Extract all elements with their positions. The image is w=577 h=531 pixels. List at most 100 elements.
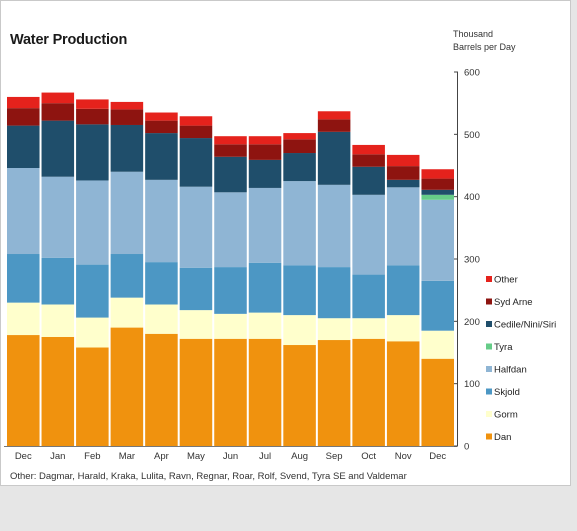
- y-tick-label: 500: [464, 130, 480, 141]
- bar-segment-cedile-nini-siri-9: [317, 131, 351, 185]
- bar-segment-skjold-6: [214, 267, 247, 314]
- y-tick-label: 400: [464, 192, 480, 203]
- bar-segment-syd-arne-9: [317, 119, 351, 132]
- bar-segment-dan-0: [7, 335, 40, 446]
- legend-swatch-halfdan: [486, 366, 492, 372]
- bar-segment-syd-arne-7: [248, 144, 282, 160]
- bar-segment-dan-4: [145, 333, 178, 446]
- x-tick-label: Feb: [84, 451, 100, 462]
- bar-segment-cedile-nini-siri-5: [179, 138, 213, 187]
- bar-segment-dan-7: [248, 338, 282, 446]
- bar-segment-dan-11: [386, 341, 420, 446]
- chart-title: Water Production: [10, 32, 128, 48]
- bar-segment-dan-6: [214, 338, 247, 446]
- bar-segment-cedile-nini-siri-8: [283, 153, 316, 182]
- y-tick-label: 600: [464, 68, 480, 79]
- bar-segment-skjold-8: [283, 265, 316, 316]
- bar-segment-tyra-12: [421, 194, 454, 200]
- bar-segment-skjold-10: [352, 274, 385, 319]
- bar-segment-halfdan-3: [110, 171, 144, 255]
- bar-segment-cedile-nini-siri-2: [76, 124, 109, 181]
- bar-segment-gorm-4: [145, 304, 178, 334]
- legend-label-other: Other: [494, 275, 518, 286]
- x-tick-label: May: [187, 451, 205, 462]
- y-tick-label: 200: [464, 317, 480, 328]
- bar-segment-gorm-2: [76, 317, 109, 348]
- bar-segment-cedile-nini-siri-10: [352, 166, 385, 195]
- bar-segment-other-2: [76, 99, 109, 109]
- x-tick-label: Oct: [361, 451, 376, 462]
- bar-segment-syd-arne-3: [110, 109, 144, 125]
- legend-swatch-dan: [486, 433, 492, 440]
- bar-segment-other-0: [7, 96, 40, 109]
- legend-label-syd-arne: Syd Arne: [494, 297, 533, 308]
- legend-swatch-other: [486, 276, 492, 282]
- bar-segment-gorm-10: [352, 318, 385, 339]
- bar-segment-other-6: [214, 136, 247, 145]
- bar-segment-halfdan-0: [7, 167, 40, 255]
- bar-segment-skjold-12: [421, 280, 454, 331]
- y-tick-label: 100: [464, 379, 480, 390]
- bar-segment-cedile-nini-siri-6: [214, 156, 247, 193]
- window-edge-bottom: [0, 486, 577, 531]
- x-tick-label: Sep: [326, 451, 343, 462]
- bar-segment-skjold-7: [248, 262, 282, 313]
- bar-segment-skjold-5: [179, 267, 213, 311]
- bar-segment-skjold-2: [76, 264, 109, 318]
- bar-segment-syd-arne-6: [214, 144, 247, 157]
- bar-segment-gorm-7: [248, 312, 282, 339]
- bar-segment-halfdan-8: [283, 181, 316, 266]
- bar-segment-cedile-nini-siri-1: [41, 120, 75, 177]
- window-edge-right: [571, 0, 577, 486]
- bar-segment-syd-arne-0: [7, 108, 40, 126]
- legend-label-halfdan: Halfdan: [494, 365, 527, 376]
- bar-segment-cedile-nini-siri-12: [421, 189, 454, 195]
- legend-label-tyra: Tyra: [494, 342, 513, 353]
- bar-segment-dan-2: [76, 347, 109, 446]
- bar-segment-skjold-9: [317, 267, 351, 319]
- bar-segment-other-10: [352, 144, 385, 155]
- x-tick-label: Dec: [429, 451, 446, 462]
- bar-segment-dan-1: [41, 336, 75, 446]
- bar-segment-halfdan-7: [248, 187, 282, 263]
- bar-segment-syd-arne-11: [386, 166, 420, 180]
- unit-label-line-2: Barrels per Day: [453, 42, 516, 52]
- bar-segment-halfdan-6: [214, 192, 247, 268]
- bar-segment-syd-arne-12: [421, 178, 454, 190]
- x-tick-label: Nov: [395, 451, 412, 462]
- bar-segment-dan-10: [352, 338, 385, 446]
- bar-segment-cedile-nini-siri-4: [145, 133, 178, 180]
- legend-label-cedile-nini-siri: Cedile/Nini/Siri: [494, 320, 556, 331]
- bar-segment-other-7: [248, 136, 282, 145]
- bar-segment-cedile-nini-siri-3: [110, 124, 144, 172]
- bar-segment-skjold-1: [41, 257, 75, 305]
- legend-label-dan: Dan: [494, 432, 511, 443]
- bar-segment-gorm-3: [110, 297, 144, 328]
- bar-segment-syd-arne-5: [179, 125, 213, 139]
- bar-segment-other-12: [421, 169, 454, 179]
- x-tick-label: Apr: [154, 451, 169, 462]
- bar-segment-halfdan-10: [352, 194, 385, 275]
- bar-segment-other-5: [179, 116, 213, 126]
- legend-swatch-skjold: [486, 388, 492, 395]
- y-tick-label: 300: [464, 255, 480, 266]
- bar-segment-cedile-nini-siri-0: [7, 125, 40, 168]
- bar-segment-halfdan-5: [179, 186, 213, 268]
- bar-segment-syd-arne-8: [283, 139, 316, 154]
- bar-segment-dan-9: [317, 340, 351, 446]
- bar-segment-other-1: [41, 92, 75, 104]
- bar-segment-gorm-0: [7, 302, 40, 336]
- legend-label-gorm: Gorm: [494, 410, 518, 421]
- y-tick-label: 0: [464, 442, 469, 453]
- bar-segment-gorm-6: [214, 313, 247, 339]
- bar-segment-other-11: [386, 154, 420, 167]
- bar-segment-gorm-9: [317, 318, 351, 341]
- bar-segment-gorm-12: [421, 330, 454, 359]
- bar-segment-dan-5: [179, 338, 213, 446]
- bar-segment-halfdan-1: [41, 176, 75, 258]
- bar-segment-other-4: [145, 112, 178, 121]
- bar-segment-other-3: [110, 101, 144, 110]
- bar-segment-syd-arne-10: [352, 154, 385, 167]
- legend-swatch-tyra: [486, 343, 492, 350]
- bar-segment-halfdan-9: [317, 184, 351, 268]
